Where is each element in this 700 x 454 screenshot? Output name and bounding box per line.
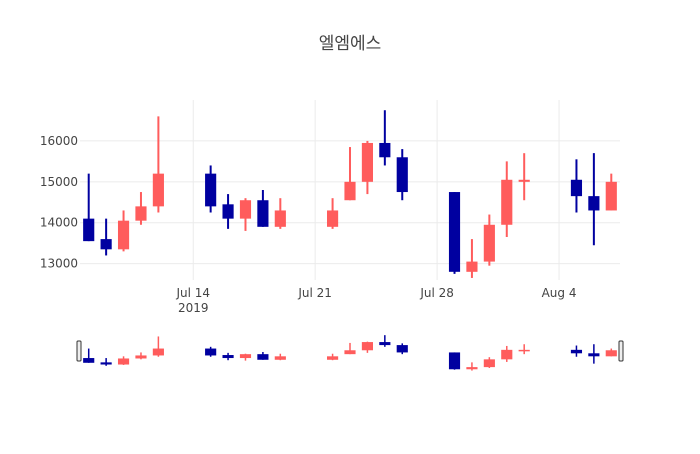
candle-body-decreasing xyxy=(205,173,217,207)
y-tick-label: 14000 xyxy=(40,216,78,230)
candle-body-decreasing xyxy=(448,192,461,272)
range-slider-right-handle[interactable] xyxy=(618,340,624,362)
candle-body-decreasing xyxy=(100,239,112,250)
candle-body-increasing xyxy=(117,220,130,250)
candles-layer xyxy=(83,110,617,278)
y-tick-label: 13000 xyxy=(40,257,78,271)
slider-candle-body xyxy=(83,358,95,363)
y-tick-label: 16000 xyxy=(40,134,78,148)
candle-body-decreasing xyxy=(396,157,408,193)
candle-body-decreasing xyxy=(257,200,269,227)
candle-body-increasing xyxy=(466,261,478,272)
x-tick-label: Jul 21 xyxy=(297,286,332,300)
candle-body-decreasing xyxy=(570,179,583,197)
candle-body-increasing xyxy=(483,224,495,262)
range-slider-left-handle[interactable] xyxy=(76,340,82,362)
candle-body-increasing xyxy=(518,179,530,182)
slider-candle-body xyxy=(518,349,530,352)
slider-candle-body xyxy=(152,348,164,356)
candle-body-increasing xyxy=(152,173,164,207)
slider-candle-body xyxy=(135,355,147,359)
slider-candle-body xyxy=(570,349,583,354)
slider-candle-body xyxy=(344,350,356,355)
slider-candle-body xyxy=(448,352,461,370)
y-tick-label: 15000 xyxy=(40,175,78,189)
slider-candle-body xyxy=(361,342,373,351)
candle-body-decreasing xyxy=(588,196,600,211)
slider-candle-body xyxy=(588,353,600,357)
slider-candle-body xyxy=(501,349,513,360)
candle-body-increasing xyxy=(274,210,286,227)
x-tick-label: Aug 4 xyxy=(542,286,577,300)
slider-candle-body xyxy=(257,354,269,360)
candle-body-increasing xyxy=(135,206,147,221)
candle-body-decreasing xyxy=(222,204,234,219)
slider-candle-body xyxy=(117,358,130,365)
candle-body-increasing xyxy=(501,179,513,225)
slider-candle-body xyxy=(605,350,617,357)
x-tick-year-label: 2019 xyxy=(178,301,209,315)
slider-candle-body xyxy=(466,367,478,370)
x-tick-label: Jul 14 xyxy=(175,286,210,300)
candle-body-increasing xyxy=(327,210,339,227)
candle-body-decreasing xyxy=(83,218,95,242)
candle-body-decreasing xyxy=(379,142,391,158)
slider-candle-body xyxy=(100,362,112,365)
x-tick-label: Jul 28 xyxy=(419,286,454,300)
candle-body-increasing xyxy=(344,181,356,201)
candle-body-increasing xyxy=(361,142,373,182)
slider-candle-body xyxy=(239,354,252,359)
candle-body-increasing xyxy=(605,181,617,211)
range-slider[interactable] xyxy=(76,335,624,371)
slider-candle-body xyxy=(274,356,286,360)
chart-title: 엘엠에스 xyxy=(319,34,382,54)
slider-candle-body xyxy=(379,342,391,346)
slider-candle-body xyxy=(327,356,339,360)
slider-candle-body xyxy=(222,355,234,359)
slider-candle-body xyxy=(396,345,408,353)
candle-body-increasing xyxy=(239,200,252,219)
slider-candle-body xyxy=(205,348,217,356)
slider-candle-body xyxy=(483,359,495,368)
